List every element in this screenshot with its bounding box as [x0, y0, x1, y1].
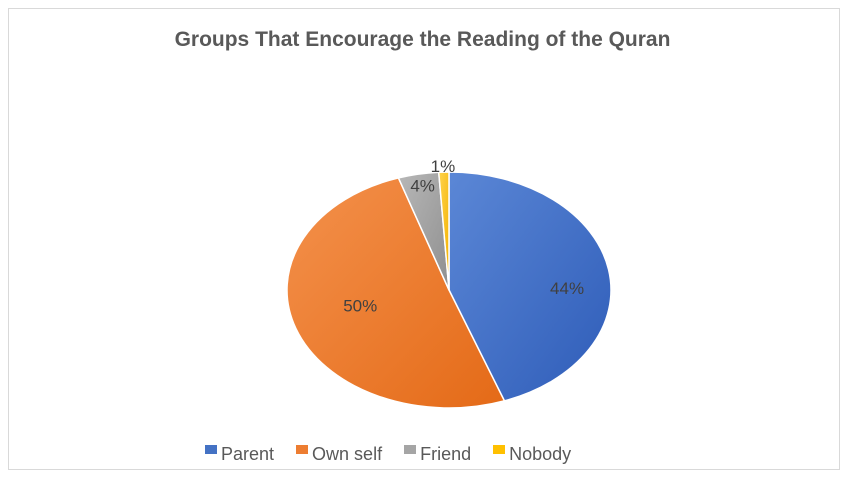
legend-entry-nobody: Nobody	[493, 444, 571, 465]
legend-entry-own-self: Own self	[296, 444, 382, 465]
legend-entry-parent: Parent	[205, 444, 274, 465]
legend-swatch	[296, 445, 309, 454]
legend-swatch	[205, 445, 217, 454]
legend-label: Own self	[312, 444, 383, 464]
slice-label-friend: 4%	[410, 177, 435, 196]
legend-label: Nobody	[509, 444, 572, 464]
legend-swatch	[493, 445, 506, 454]
legend-label: Friend	[420, 444, 472, 464]
slice-label-parent: 44%	[550, 279, 584, 298]
legend-label: Parent	[221, 444, 275, 464]
legend-entry-friend: Friend	[404, 444, 471, 465]
pie-slice-own-self	[286, 177, 506, 409]
legend-swatch	[404, 445, 417, 454]
slice-label-nobody: 1%	[431, 157, 456, 176]
pie-slice-parent	[448, 171, 612, 402]
legend: Parent Own self Friend Nobody	[205, 444, 571, 465]
chart-title: Groups That Encourage the Reading of the…	[174, 28, 671, 51]
pie-slice-nobody	[437, 171, 450, 291]
slice-label-own-self: 50%	[343, 296, 377, 315]
